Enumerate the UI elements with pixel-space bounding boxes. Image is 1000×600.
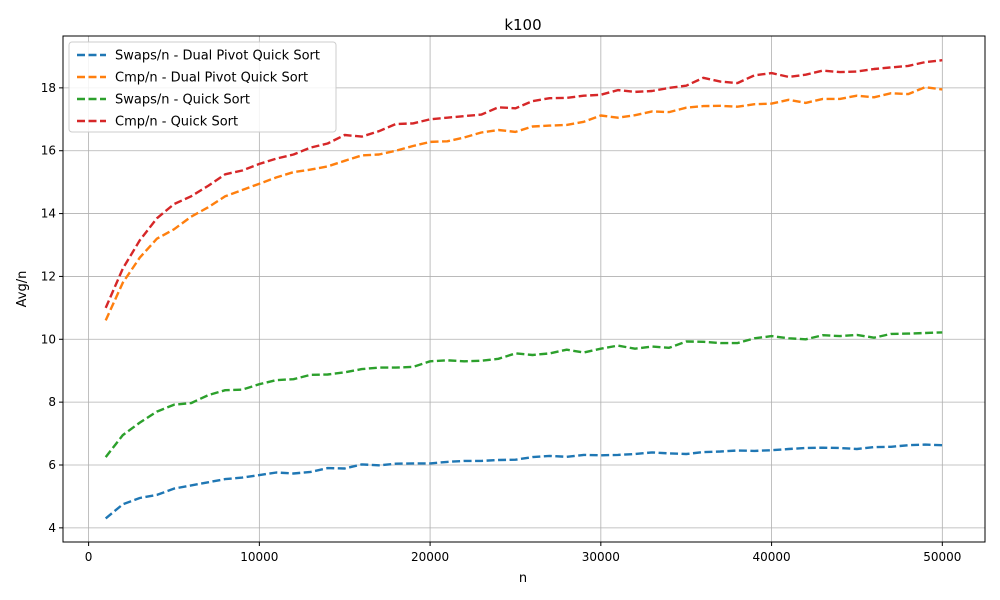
x-tick-label: 10000 [240,550,278,564]
chart-title: k100 [504,16,541,34]
series-lines [104,59,943,520]
y-axis-label: Avg/n [15,271,30,308]
grid-lines [63,36,985,542]
x-tick-label: 50000 [923,550,961,564]
y-tick-label: 18 [41,81,56,95]
series-line-3 [104,59,943,309]
series-line-2 [104,331,943,458]
y-tick-label: 14 [41,207,56,221]
legend-box [68,41,337,133]
series-line-0 [104,443,943,520]
x-tick-label: 0 [85,550,93,564]
legend-label-3: Cmp/n - Quick Sort [115,115,238,130]
axis-ticks: 0 10000 20000 30000 40000 50000 4 6 8 10 12 14 16 18 [41,81,962,564]
y-tick-label: 8 [48,395,56,409]
series-line-1 [104,85,943,321]
x-tick-label: 40000 [752,550,790,564]
x-axis-label: n [519,571,527,586]
x-tick-label: 30000 [582,550,620,564]
y-tick-label: 4 [48,521,56,535]
legend: Swaps/n - Dual Pivot Quick Sort Cmp/n - D… [68,41,337,133]
plot-area-frame [62,35,986,543]
legend-label-0: Swaps/n - Dual Pivot Quick Sort [115,49,320,64]
y-tick-label: 16 [41,144,56,158]
x-tick-label: 20000 [411,550,449,564]
y-tick-label: 12 [41,269,56,283]
y-tick-label: 6 [48,458,56,472]
legend-label-2: Swaps/n - Quick Sort [115,93,250,108]
y-tick-label: 10 [41,332,56,346]
legend-label-1: Cmp/n - Dual Pivot Quick Sort [115,71,308,86]
